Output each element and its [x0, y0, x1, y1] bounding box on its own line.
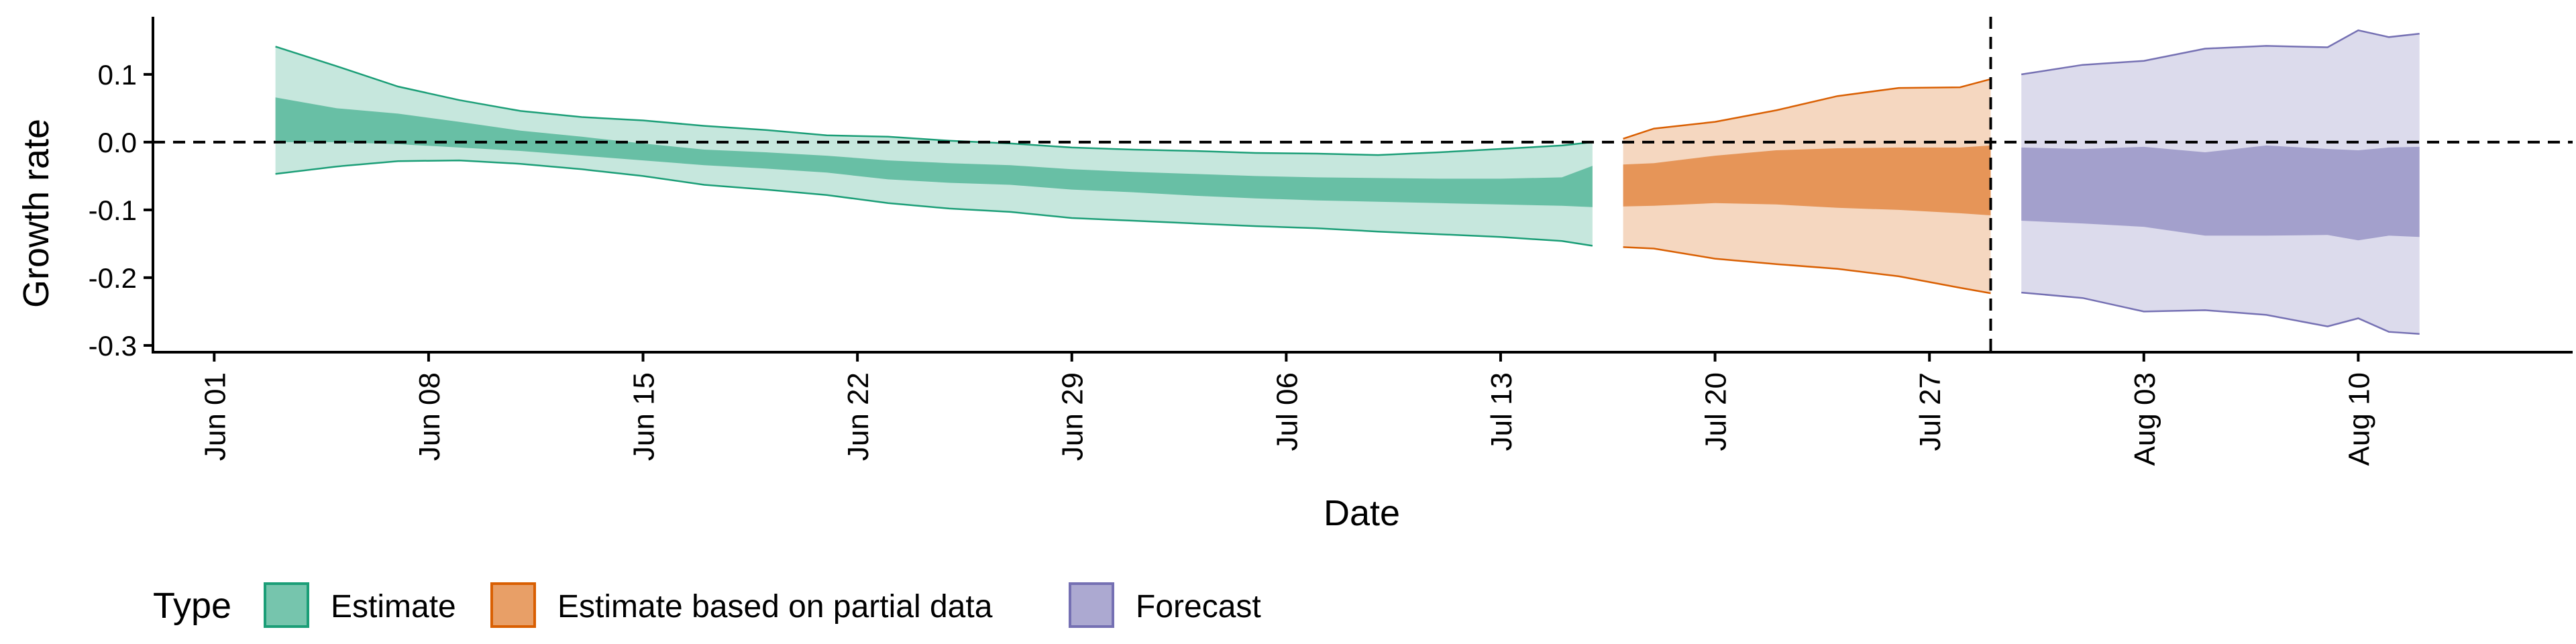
legend-key	[1069, 582, 1114, 628]
lower-edge-estimate-based-on-partial-data	[1623, 246, 1991, 294]
ribbon-50-estimate	[275, 97, 1593, 207]
upper-edge-estimate	[275, 46, 1593, 156]
y-tick-label: 0.1	[98, 59, 137, 91]
y-tick-label: -0.2	[89, 262, 137, 294]
x-tick-label: Jul 06	[1271, 372, 1303, 451]
ribbon-50-estimate-based-on-partial-data	[1623, 145, 1991, 215]
x-tick-label: Aug 10	[2343, 372, 2375, 466]
x-tick-label: Jun 15	[628, 372, 661, 461]
y-tick-label: -0.3	[89, 330, 137, 362]
x-axis-title: Date	[1324, 493, 1400, 533]
ribbon-50-forecast	[2021, 145, 2420, 241]
legend-key	[490, 582, 536, 628]
legend-item-estimate: Estimate	[264, 582, 456, 628]
x-tick-label: Jun 22	[842, 372, 875, 461]
legend-item-estimate-based-on-partial-data: Estimate based on partial data	[490, 582, 993, 628]
lower-edge-estimate	[275, 159, 1593, 247]
x-tick-label: Jun 29	[1057, 372, 1089, 461]
x-tick-label: Jul 13	[1485, 372, 1518, 451]
x-tick-label: Jul 20	[1700, 372, 1733, 451]
y-tick-label: 0.0	[98, 127, 137, 158]
series-estimate-based-on-partial-data	[1623, 78, 1991, 294]
x-tick-label: Jul 27	[1914, 372, 1947, 451]
upper-edge-estimate-based-on-partial-data	[1623, 78, 1991, 140]
x-tick-label: Jun 08	[413, 372, 446, 461]
y-tick-label: -0.1	[89, 195, 137, 226]
ribbon-layer	[275, 29, 2420, 335]
legend: Type Estimate Estimate based on partial da…	[153, 582, 1261, 628]
axes: 0.1 0.0 -0.1 -0.2 -0.3 Jun 01 Jun 08 Jun 15 Jun …	[89, 17, 2573, 466]
legend-title: Type	[153, 586, 231, 626]
lower-edge-forecast	[2021, 291, 2420, 335]
series-forecast	[2021, 29, 2420, 335]
upper-edge-forecast	[2021, 29, 2420, 76]
legend-key	[264, 582, 309, 628]
series-estimate	[275, 46, 1593, 247]
y-axis-title: Growth rate	[16, 119, 56, 308]
legend-label: Estimate	[331, 589, 456, 625]
legend-label: Forecast	[1136, 589, 1261, 625]
x-tick-label: Jun 01	[199, 372, 231, 461]
legend-item-forecast: Forecast	[1069, 582, 1261, 628]
legend-label: Estimate based on partial data	[557, 589, 993, 625]
reference-lines	[153, 17, 2573, 352]
x-tick-label: Aug 03	[2129, 372, 2161, 466]
